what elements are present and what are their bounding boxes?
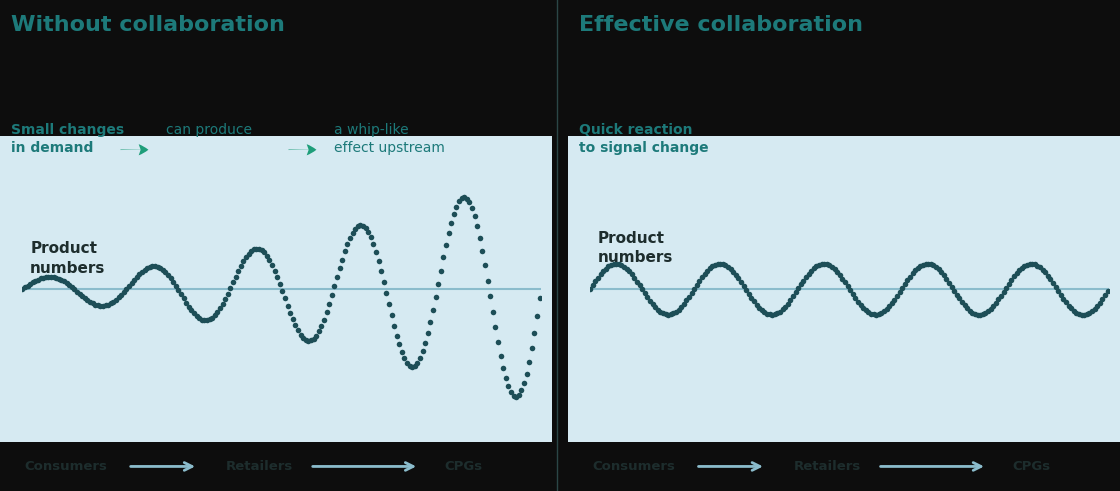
Text: Small changes
in demand: Small changes in demand: [11, 123, 124, 155]
Text: Without collaboration: Without collaboration: [11, 15, 286, 35]
Text: Consumers: Consumers: [592, 460, 675, 473]
Text: CPGs: CPGs: [445, 460, 483, 473]
Text: can produce: can produce: [166, 123, 252, 137]
Text: Product
numbers: Product numbers: [598, 231, 673, 266]
Text: CPGs: CPGs: [1012, 460, 1051, 473]
Text: Product
numbers: Product numbers: [30, 241, 105, 276]
Text: Retailers: Retailers: [226, 460, 293, 473]
Text: Consumers: Consumers: [25, 460, 108, 473]
Text: a whip-like
effect upstream: a whip-like effect upstream: [334, 123, 445, 155]
Text: Retailers: Retailers: [794, 460, 861, 473]
Text: Quick reaction
to signal change: Quick reaction to signal change: [579, 123, 709, 155]
Text: Effective collaboration: Effective collaboration: [579, 15, 864, 35]
